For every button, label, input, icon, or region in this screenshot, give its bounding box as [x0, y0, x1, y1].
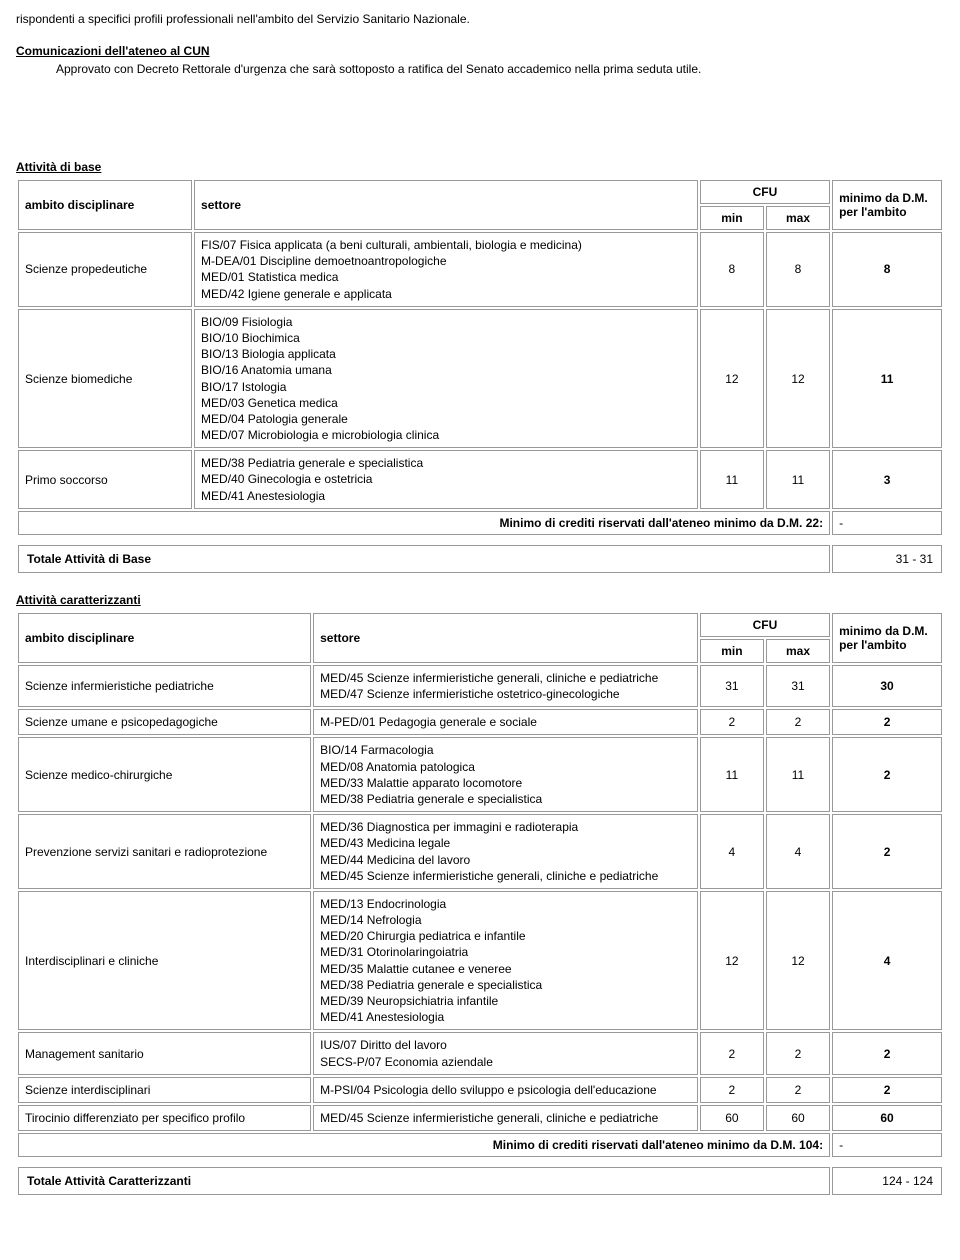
car-totale-table: Totale Attività Caratterizzanti 124 - 12… — [16, 1165, 944, 1197]
max-cell: 11 — [766, 450, 830, 509]
ambito-cell: Interdisciplinari e cliniche — [18, 891, 311, 1031]
minimo-cell: 60 — [832, 1105, 942, 1131]
min-cell: 11 — [700, 450, 764, 509]
ambito-cell: Scienze umane e psicopedagogiche — [18, 709, 311, 735]
min-cell: 12 — [700, 309, 764, 449]
minimo-cell: 30 — [832, 665, 942, 707]
min-cell: 4 — [700, 814, 764, 889]
max-cell: 11 — [766, 737, 830, 812]
table-row: Management sanitarioIUS/07 Diritto del l… — [18, 1032, 942, 1074]
table-row: Interdisciplinari e clinicheMED/13 Endoc… — [18, 891, 942, 1031]
minimo-row: Minimo di crediti riservati dall'ateneo … — [18, 511, 942, 535]
communications-body: Approvato con Decreto Rettorale d'urgenz… — [56, 62, 944, 76]
max-cell: 60 — [766, 1105, 830, 1131]
settore-cell: MED/45 Scienze infermieristiche generali… — [313, 665, 698, 707]
ambito-cell: Scienze infermieristiche pediatriche — [18, 665, 311, 707]
min-cell: 11 — [700, 737, 764, 812]
car-totale-val: 124 - 124 — [832, 1167, 942, 1195]
car-heading: Attività caratterizzanti — [16, 593, 944, 607]
minimo-row-label: Minimo di crediti riservati dall'ateneo … — [18, 1133, 830, 1157]
base-totale-table: Totale Attività di Base 31 - 31 — [16, 543, 944, 575]
max-cell: 4 — [766, 814, 830, 889]
max-cell: 2 — [766, 1032, 830, 1074]
header-ambito: ambito disciplinare — [18, 613, 311, 663]
table-row: Scienze infermieristiche pediatricheMED/… — [18, 665, 942, 707]
minimo-cell: 2 — [832, 1077, 942, 1103]
header-ambito: ambito disciplinare — [18, 180, 192, 230]
header-max: max — [766, 639, 830, 663]
minimo-cell: 3 — [832, 450, 942, 509]
min-cell: 31 — [700, 665, 764, 707]
minimo-row-label: Minimo di crediti riservati dall'ateneo … — [18, 511, 830, 535]
minimo-cell: 2 — [832, 737, 942, 812]
settore-cell: IUS/07 Diritto del lavoro SECS-P/07 Econ… — [313, 1032, 698, 1074]
header-minimo: minimo da D.M. per l'ambito — [832, 613, 942, 663]
max-cell: 31 — [766, 665, 830, 707]
table-row: Scienze medico-chirurgicheBIO/14 Farmaco… — [18, 737, 942, 812]
header-cfu: CFU — [700, 613, 830, 637]
minimo-cell: 8 — [832, 232, 942, 307]
max-cell: 12 — [766, 309, 830, 449]
minimo-cell: 2 — [832, 814, 942, 889]
max-cell: 2 — [766, 1077, 830, 1103]
ambito-cell: Scienze propedeutiche — [18, 232, 192, 307]
header-min: min — [700, 206, 764, 230]
min-cell: 60 — [700, 1105, 764, 1131]
minimo-row: Minimo di crediti riservati dall'ateneo … — [18, 1133, 942, 1157]
table-row: Prevenzione servizi sanitari e radioprot… — [18, 814, 942, 889]
minimo-cell: 2 — [832, 1032, 942, 1074]
header-minimo: minimo da D.M. per l'ambito — [832, 180, 942, 230]
header-min: min — [700, 639, 764, 663]
min-cell: 8 — [700, 232, 764, 307]
base-heading: Attività di base — [16, 160, 944, 174]
settore-cell: M-PSI/04 Psicologia dello sviluppo e psi… — [313, 1077, 698, 1103]
header-settore: settore — [313, 613, 698, 663]
table-row: Primo soccorsoMED/38 Pediatria generale … — [18, 450, 942, 509]
header-max: max — [766, 206, 830, 230]
header-cfu: CFU — [700, 180, 830, 204]
settore-cell: MED/13 Endocrinologia MED/14 Nefrologia … — [313, 891, 698, 1031]
max-cell: 2 — [766, 709, 830, 735]
minimo-row-val: - — [832, 1133, 942, 1157]
ambito-cell: Prevenzione servizi sanitari e radioprot… — [18, 814, 311, 889]
table-row: Tirocinio differenziato per specifico pr… — [18, 1105, 942, 1131]
min-cell: 12 — [700, 891, 764, 1031]
minimo-row-val: - — [832, 511, 942, 535]
table-row: Scienze umane e psicopedagogicheM-PED/01… — [18, 709, 942, 735]
base-table: ambito disciplinare settore CFU minimo d… — [16, 178, 944, 537]
settore-cell: BIO/09 Fisiologia BIO/10 Biochimica BIO/… — [194, 309, 698, 449]
minimo-cell: 4 — [832, 891, 942, 1031]
header-settore: settore — [194, 180, 698, 230]
max-cell: 8 — [766, 232, 830, 307]
ambito-cell: Primo soccorso — [18, 450, 192, 509]
base-totale-val: 31 - 31 — [832, 545, 942, 573]
car-totale-label: Totale Attività Caratterizzanti — [18, 1167, 830, 1195]
table-row: Scienze interdisciplinariM-PSI/04 Psicol… — [18, 1077, 942, 1103]
min-cell: 2 — [700, 709, 764, 735]
settore-cell: MED/45 Scienze infermieristiche generali… — [313, 1105, 698, 1131]
car-table: ambito disciplinare settore CFU minimo d… — [16, 611, 944, 1159]
table-row: Scienze biomedicheBIO/09 Fisiologia BIO/… — [18, 309, 942, 449]
settore-cell: BIO/14 Farmacologia MED/08 Anatomia pato… — [313, 737, 698, 812]
intro-text: rispondenti a specifici profili professi… — [16, 12, 944, 26]
minimo-cell: 2 — [832, 709, 942, 735]
settore-cell: MED/38 Pediatria generale e specialistic… — [194, 450, 698, 509]
settore-cell: M-PED/01 Pedagogia generale e sociale — [313, 709, 698, 735]
min-cell: 2 — [700, 1077, 764, 1103]
ambito-cell: Tirocinio differenziato per specifico pr… — [18, 1105, 311, 1131]
min-cell: 2 — [700, 1032, 764, 1074]
settore-cell: MED/36 Diagnostica per immagini e radiot… — [313, 814, 698, 889]
table-row: Scienze propedeuticheFIS/07 Fisica appli… — [18, 232, 942, 307]
ambito-cell: Scienze medico-chirurgiche — [18, 737, 311, 812]
settore-cell: FIS/07 Fisica applicata (a beni cultural… — [194, 232, 698, 307]
base-totale-label: Totale Attività di Base — [18, 545, 830, 573]
ambito-cell: Scienze biomediche — [18, 309, 192, 449]
ambito-cell: Scienze interdisciplinari — [18, 1077, 311, 1103]
max-cell: 12 — [766, 891, 830, 1031]
ambito-cell: Management sanitario — [18, 1032, 311, 1074]
minimo-cell: 11 — [832, 309, 942, 449]
communications-heading: Comunicazioni dell'ateneo al CUN — [16, 44, 944, 58]
